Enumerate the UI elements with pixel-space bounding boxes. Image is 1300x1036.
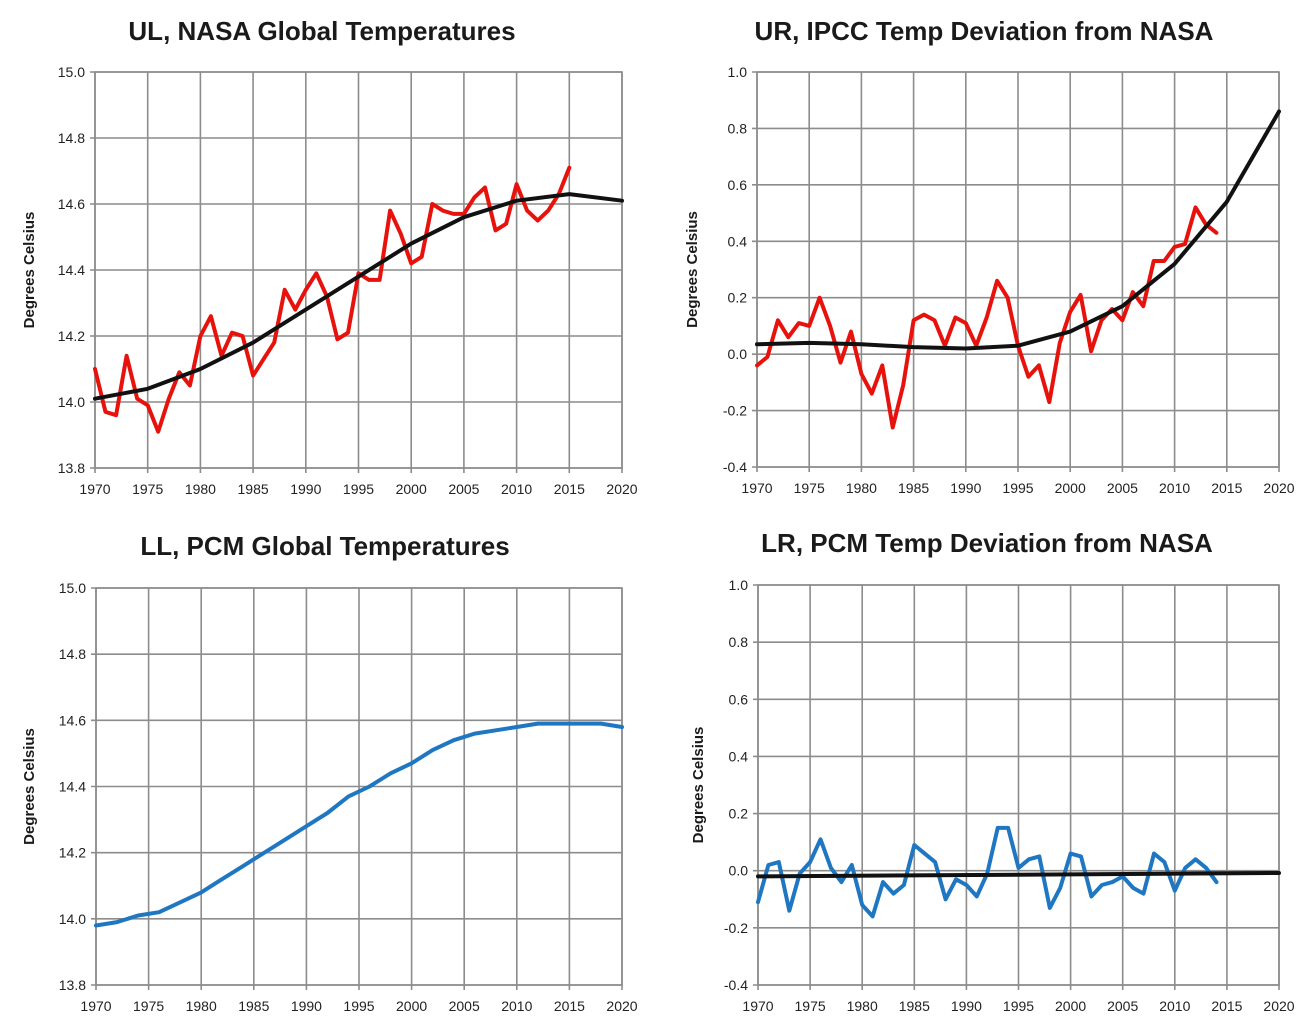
y-tick-label-ll: 14.6	[59, 712, 86, 728]
x-tick-label-ur: 1990	[950, 480, 981, 496]
x-tick-label-lr: 1980	[847, 998, 878, 1014]
x-tick-label-ul: 1990	[290, 481, 321, 497]
x-tick-label-ur: 1975	[794, 480, 825, 496]
x-tick-label-ur: 1985	[898, 480, 929, 496]
y-tick-label-ll: 14.2	[59, 845, 86, 861]
x-tick-label-ul: 1975	[132, 481, 163, 497]
y-tick-label-ul: 14.4	[58, 262, 85, 278]
x-tick-label-ur: 1980	[846, 480, 877, 496]
x-tick-label-lr: 2000	[1055, 998, 1086, 1014]
x-tick-label-ur: 1970	[741, 480, 772, 496]
x-tick-label-ul: 2005	[448, 481, 479, 497]
y-tick-label-ur: 0.0	[728, 346, 748, 362]
x-tick-label-ll: 1985	[238, 998, 269, 1014]
x-tick-label-ll: 2000	[396, 998, 427, 1014]
y-tick-label-ul: 14.0	[58, 394, 85, 410]
x-tick-label-ll: 2010	[501, 998, 532, 1014]
x-tick-label-ll: 1990	[291, 998, 322, 1014]
x-tick-label-ll: 2020	[606, 998, 637, 1014]
y-tick-label-ur: -0.4	[723, 459, 747, 475]
y-tick-label-ul: 14.6	[58, 196, 85, 212]
x-tick-label-ul: 1980	[185, 481, 216, 497]
x-tick-label-lr: 2005	[1107, 998, 1138, 1014]
x-tick-label-lr: 1975	[795, 998, 826, 1014]
y-tick-label-ur: 0.4	[728, 233, 748, 249]
series-line-lr-1	[756, 871, 1281, 879]
y-tick-label-lr: 0.2	[729, 806, 749, 822]
y-tick-label-ur: -0.2	[723, 403, 747, 419]
y-tick-label-ll: 14.0	[59, 911, 86, 927]
y-axis-label-ul: Degrees Celsius	[21, 212, 38, 329]
x-tick-label-ul: 1985	[238, 481, 269, 497]
y-axis-label-ur: Degrees Celsius	[684, 211, 701, 328]
y-tick-label-ll: 15.0	[59, 580, 86, 596]
series-line-ur-0	[755, 205, 1219, 430]
y-tick-label-lr: 1.0	[729, 577, 749, 593]
y-tick-label-ul: 14.2	[58, 328, 85, 344]
y-axis-label-lr: Degrees Celsius	[690, 727, 707, 844]
x-tick-label-ul: 1995	[343, 481, 374, 497]
y-tick-label-ur: 0.6	[728, 177, 748, 193]
x-tick-label-ur: 2015	[1211, 480, 1242, 496]
series-line-ul-1	[93, 192, 624, 401]
y-tick-label-lr: 0.0	[729, 863, 749, 879]
x-tick-label-ll: 2005	[449, 998, 480, 1014]
x-tick-label-ur: 2005	[1107, 480, 1138, 496]
y-tick-label-ul: 13.8	[58, 460, 85, 476]
x-tick-label-lr: 1985	[899, 998, 930, 1014]
series-line-ur-1	[755, 109, 1281, 351]
y-tick-label-lr: -0.2	[724, 920, 748, 936]
series-line-ll-0	[94, 721, 624, 928]
y-tick-label-ll: 13.8	[59, 977, 86, 993]
y-tick-label-lr: 0.4	[729, 748, 749, 764]
y-tick-label-ul: 15.0	[58, 64, 85, 80]
y-tick-label-lr: 0.8	[729, 634, 749, 650]
x-tick-label-lr: 2020	[1263, 998, 1294, 1014]
x-tick-label-ul: 2015	[554, 481, 585, 497]
x-tick-label-lr: 2015	[1211, 998, 1242, 1014]
y-tick-label-ur: 0.8	[728, 120, 748, 136]
x-tick-label-ll: 1970	[80, 998, 111, 1014]
y-tick-label-ul: 14.8	[58, 130, 85, 146]
x-tick-label-ul: 1970	[79, 481, 110, 497]
chart-title-lr: LR, PCM Temp Deviation from NASA	[761, 528, 1213, 558]
x-tick-label-ll: 2015	[554, 998, 585, 1014]
x-tick-label-ll: 1995	[343, 998, 374, 1014]
chart-title-ll: LL, PCM Global Temperatures	[140, 531, 509, 561]
y-tick-label-ur: 1.0	[728, 64, 748, 80]
x-tick-label-lr: 2010	[1159, 998, 1190, 1014]
x-tick-label-ll: 1980	[186, 998, 217, 1014]
x-tick-label-ur: 2020	[1263, 480, 1294, 496]
y-tick-label-ur: 0.2	[728, 290, 748, 306]
chart-title-ur: UR, IPCC Temp Deviation from NASA	[755, 16, 1214, 46]
x-tick-label-lr: 1970	[742, 998, 773, 1014]
y-tick-label-lr: 0.6	[729, 691, 749, 707]
x-tick-label-ul: 2000	[396, 481, 427, 497]
y-tick-label-ll: 14.4	[59, 779, 86, 795]
y-axis-label-ll: Degrees Celsius	[21, 728, 38, 845]
chart-ll: LL, PCM Global Temperatures Degrees Celsi…	[21, 531, 638, 1014]
x-tick-label-ll: 1975	[133, 998, 164, 1014]
y-tick-label-ll: 14.8	[59, 646, 86, 662]
chart-ur: UR, IPCC Temp Deviation from NASA Degrees…	[684, 16, 1295, 496]
x-tick-label-lr: 1995	[1003, 998, 1034, 1014]
x-tick-label-ur: 1995	[1002, 480, 1033, 496]
x-tick-label-ul: 2010	[501, 481, 532, 497]
chart-title-ul: UL, NASA Global Temperatures	[128, 16, 515, 46]
chart-lr: LR, PCM Temp Deviation from NASA Degrees …	[690, 528, 1295, 1014]
y-tick-label-lr: -0.4	[724, 977, 748, 993]
x-tick-label-lr: 1990	[951, 998, 982, 1014]
chart-ul: UL, NASA Global Temperatures Degrees Cels…	[21, 16, 638, 497]
x-tick-label-ur: 2000	[1055, 480, 1086, 496]
x-tick-label-ul: 2020	[606, 481, 637, 497]
x-tick-label-ur: 2010	[1159, 480, 1190, 496]
